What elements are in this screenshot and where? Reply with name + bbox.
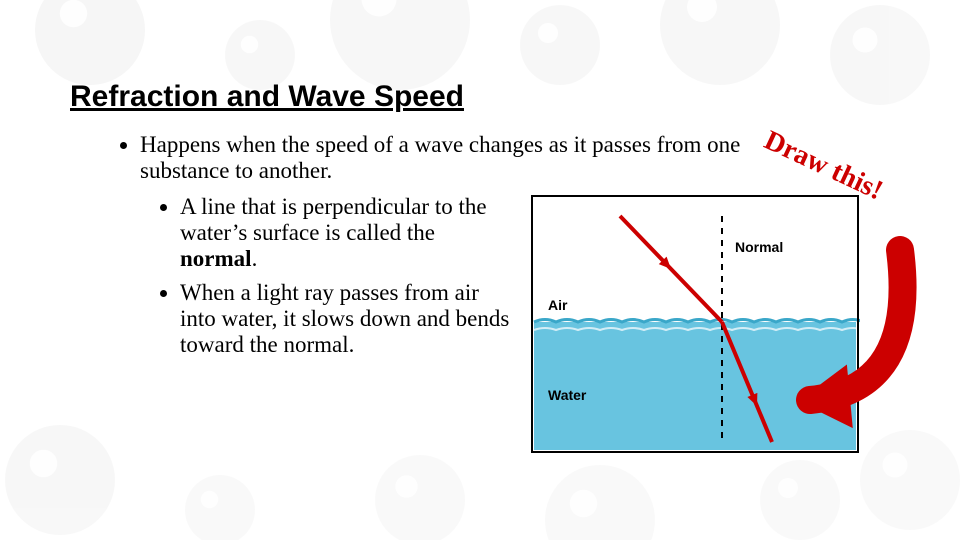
slide-title: Refraction and Wave Speed <box>70 80 890 114</box>
bullet-l2-item-1-post: . <box>252 246 258 271</box>
svg-text:Water: Water <box>548 387 587 403</box>
bullet-l2-item-2: When a light ray passes from air into wa… <box>180 280 510 358</box>
bullet-l2-item-1: A line that is perpendicular to the wate… <box>180 194 510 272</box>
refraction-diagram: Normal Air Water <box>530 194 860 454</box>
bullet-list-level1: Happens when the speed of a wave changes… <box>140 132 780 184</box>
bullet-l2-item-1-bold: normal <box>180 246 252 271</box>
content-row: A line that is perpendicular to the wate… <box>160 194 890 454</box>
svg-text:Air: Air <box>548 297 568 313</box>
bullet-list-level2: A line that is perpendicular to the wate… <box>180 194 510 454</box>
svg-text:Normal: Normal <box>735 239 783 255</box>
slide-content: Refraction and Wave Speed Happens when t… <box>0 0 960 540</box>
bullet-l1-item: Happens when the speed of a wave changes… <box>140 132 780 184</box>
refraction-figure: Normal Air Water <box>530 194 860 454</box>
bullet-l2-item-1-pre: A line that is perpendicular to the wate… <box>180 194 487 245</box>
